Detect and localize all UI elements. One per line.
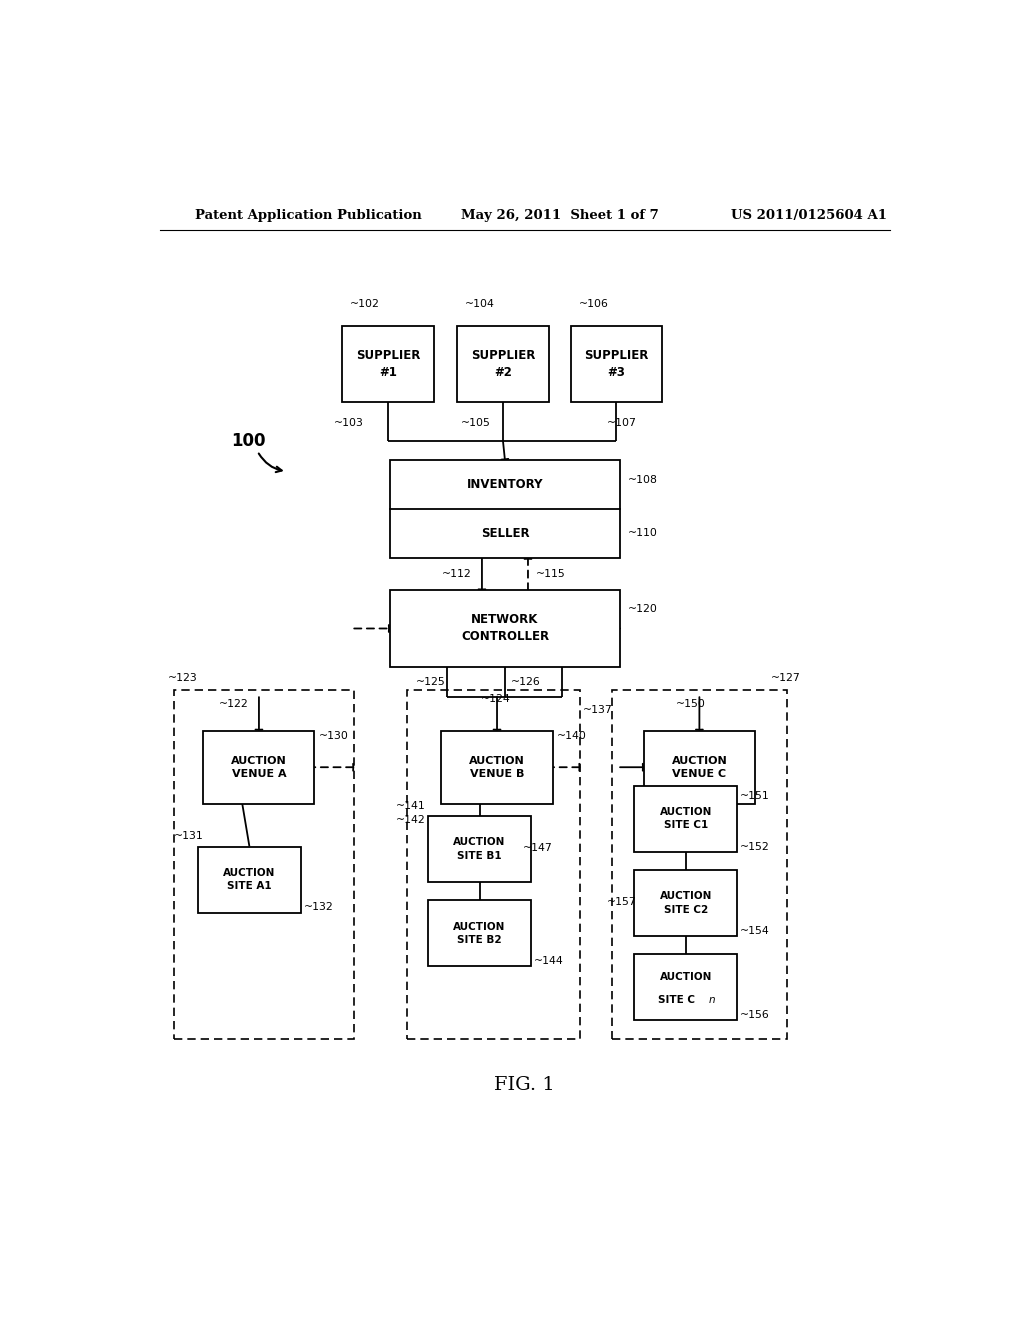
- Text: SUPPLIER
#1: SUPPLIER #1: [355, 350, 420, 379]
- Text: ~151: ~151: [740, 791, 770, 801]
- Text: ~152: ~152: [740, 842, 770, 851]
- FancyBboxPatch shape: [458, 326, 549, 403]
- FancyBboxPatch shape: [342, 326, 433, 403]
- Text: AUCTION: AUCTION: [659, 973, 712, 982]
- Text: NETWORK
CONTROLLER: NETWORK CONTROLLER: [461, 614, 549, 643]
- Text: SELLER: SELLER: [480, 527, 529, 540]
- FancyBboxPatch shape: [390, 590, 620, 667]
- Text: AUCTION
SITE C1: AUCTION SITE C1: [659, 807, 712, 830]
- FancyBboxPatch shape: [428, 816, 531, 882]
- Text: ~107: ~107: [606, 417, 636, 428]
- Text: AUCTION
VENUE A: AUCTION VENUE A: [231, 755, 287, 779]
- Text: AUCTION
VENUE C: AUCTION VENUE C: [672, 755, 727, 779]
- Text: ~122: ~122: [219, 698, 249, 709]
- Text: ~137: ~137: [583, 705, 612, 715]
- Text: ~102: ~102: [350, 298, 380, 309]
- Text: ~105: ~105: [461, 417, 492, 428]
- Text: AUCTION
SITE B2: AUCTION SITE B2: [454, 921, 506, 945]
- Text: Patent Application Publication: Patent Application Publication: [196, 209, 422, 222]
- Text: AUCTION
SITE B1: AUCTION SITE B1: [454, 837, 506, 861]
- FancyBboxPatch shape: [644, 731, 755, 804]
- Text: 100: 100: [231, 432, 265, 450]
- Text: ~131: ~131: [174, 832, 204, 841]
- Text: n: n: [709, 995, 716, 1006]
- Text: ~130: ~130: [318, 731, 348, 741]
- Text: ~120: ~120: [628, 605, 657, 614]
- Text: ~156: ~156: [740, 1010, 770, 1020]
- Text: ~112: ~112: [442, 569, 472, 579]
- Text: INVENTORY: INVENTORY: [467, 478, 543, 491]
- Text: ~132: ~132: [303, 903, 333, 912]
- Text: ~123: ~123: [168, 673, 198, 682]
- Text: ~103: ~103: [334, 417, 365, 428]
- Text: ~108: ~108: [628, 475, 657, 484]
- FancyBboxPatch shape: [204, 731, 314, 804]
- Text: AUCTION
SITE A1: AUCTION SITE A1: [223, 869, 275, 891]
- FancyBboxPatch shape: [634, 785, 737, 851]
- Text: ~157: ~157: [606, 896, 636, 907]
- FancyBboxPatch shape: [441, 731, 553, 804]
- FancyBboxPatch shape: [634, 954, 737, 1020]
- Text: ~127: ~127: [771, 673, 801, 682]
- Text: ~154: ~154: [740, 925, 770, 936]
- FancyBboxPatch shape: [198, 846, 301, 912]
- Text: ~110: ~110: [628, 528, 657, 539]
- FancyBboxPatch shape: [390, 461, 620, 558]
- FancyBboxPatch shape: [634, 870, 737, 936]
- Text: SITE C: SITE C: [657, 995, 695, 1006]
- Text: ~115: ~115: [536, 569, 565, 579]
- Text: ~124: ~124: [481, 693, 511, 704]
- Text: FIG. 1: FIG. 1: [495, 1076, 555, 1094]
- Text: ~125: ~125: [416, 677, 445, 686]
- Text: ~106: ~106: [579, 298, 608, 309]
- Text: ~147: ~147: [523, 843, 553, 853]
- Text: ~140: ~140: [557, 731, 587, 741]
- Text: ~126: ~126: [511, 677, 541, 686]
- Text: SUPPLIER
#3: SUPPLIER #3: [585, 350, 648, 379]
- Text: AUCTION
VENUE B: AUCTION VENUE B: [469, 755, 525, 779]
- Text: ~142: ~142: [396, 814, 426, 825]
- Text: AUCTION
SITE C2: AUCTION SITE C2: [659, 891, 712, 915]
- Text: ~144: ~144: [534, 957, 563, 966]
- Text: May 26, 2011  Sheet 1 of 7: May 26, 2011 Sheet 1 of 7: [461, 209, 659, 222]
- Text: ~150: ~150: [676, 698, 706, 709]
- Text: SUPPLIER
#2: SUPPLIER #2: [471, 350, 536, 379]
- FancyBboxPatch shape: [570, 326, 663, 403]
- Text: US 2011/0125604 A1: US 2011/0125604 A1: [731, 209, 887, 222]
- Text: ~141: ~141: [396, 801, 426, 810]
- FancyBboxPatch shape: [428, 900, 531, 966]
- Text: ~104: ~104: [465, 298, 496, 309]
